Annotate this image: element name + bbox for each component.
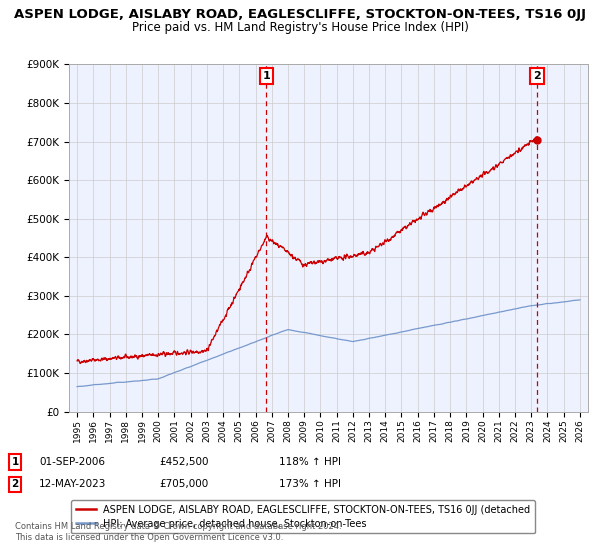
Text: 01-SEP-2006: 01-SEP-2006 — [39, 457, 105, 467]
Text: 118% ↑ HPI: 118% ↑ HPI — [279, 457, 341, 467]
Text: 2: 2 — [533, 71, 541, 81]
Text: 2: 2 — [11, 479, 19, 489]
Text: Price paid vs. HM Land Registry's House Price Index (HPI): Price paid vs. HM Land Registry's House … — [131, 21, 469, 34]
Text: £452,500: £452,500 — [159, 457, 209, 467]
Text: 173% ↑ HPI: 173% ↑ HPI — [279, 479, 341, 489]
Text: ASPEN LODGE, AISLABY ROAD, EAGLESCLIFFE, STOCKTON-ON-TEES, TS16 0JJ: ASPEN LODGE, AISLABY ROAD, EAGLESCLIFFE,… — [14, 8, 586, 21]
Text: £705,000: £705,000 — [159, 479, 208, 489]
Text: 1: 1 — [11, 457, 19, 467]
Text: 12-MAY-2023: 12-MAY-2023 — [39, 479, 106, 489]
Text: 1: 1 — [263, 71, 270, 81]
Text: This data is licensed under the Open Government Licence v3.0.: This data is licensed under the Open Gov… — [15, 533, 283, 542]
Text: Contains HM Land Registry data © Crown copyright and database right 2024.: Contains HM Land Registry data © Crown c… — [15, 522, 341, 531]
Legend: ASPEN LODGE, AISLABY ROAD, EAGLESCLIFFE, STOCKTON-ON-TEES, TS16 0JJ (detached, H: ASPEN LODGE, AISLABY ROAD, EAGLESCLIFFE,… — [71, 500, 535, 534]
